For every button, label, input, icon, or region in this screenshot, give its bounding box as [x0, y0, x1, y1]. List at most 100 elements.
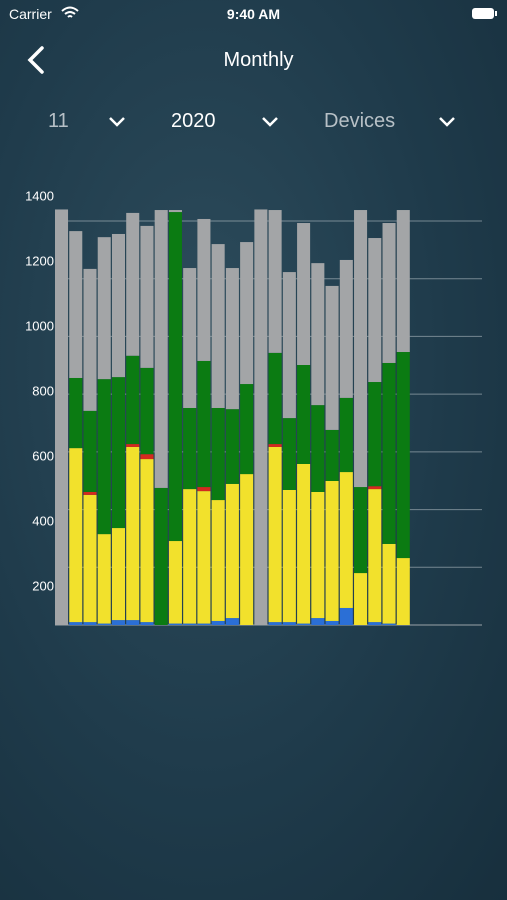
bar-segment: [126, 212, 140, 356]
bar-segment: [339, 472, 353, 608]
bar-segment: [183, 407, 197, 490]
bar-segment: [311, 405, 325, 492]
bar-segment: [197, 218, 211, 361]
y-tick-label: 200: [32, 578, 54, 593]
bar-segment: [268, 622, 282, 625]
bar-segment: [126, 444, 140, 447]
bar-segment: [282, 622, 296, 625]
bar-segment: [354, 487, 368, 574]
bar-segment: [354, 573, 368, 625]
back-button[interactable]: [0, 0, 60, 100]
bar-segment: [97, 237, 111, 380]
bar-segment: [126, 355, 140, 445]
bar-segment: [297, 623, 311, 625]
bar-segment: [111, 528, 125, 621]
bar-segment: [339, 607, 353, 625]
carrier: Carrier: [9, 6, 52, 22]
bar-segment: [154, 487, 168, 625]
page-title: Monthly: [223, 49, 294, 71]
bar-segment: [97, 623, 111, 625]
bar-segment: [339, 397, 353, 473]
bar-segment: [225, 409, 239, 484]
bar-segment: [268, 446, 282, 623]
y-tick-label: 800: [32, 383, 54, 398]
bar-segment: [211, 244, 225, 408]
bar-segment: [69, 448, 83, 623]
bar-segment: [368, 486, 382, 490]
bar-segment: [83, 491, 97, 495]
year-filter[interactable]: 2020: [171, 110, 216, 132]
bar-segment: [325, 620, 339, 625]
bar-segment: [240, 474, 254, 625]
bar-segment: [282, 489, 296, 623]
bar-segment: [140, 454, 154, 460]
month-filter[interactable]: 11: [48, 110, 69, 132]
type-filter[interactable]: Devices: [324, 110, 396, 132]
bar-segment: [140, 225, 154, 368]
bar-segment: [197, 491, 211, 624]
bar-segment: [111, 377, 125, 529]
bar-segment: [183, 268, 197, 408]
bar-segment: [311, 263, 325, 406]
bar-segment: [140, 367, 154, 455]
bar-segment: [83, 268, 97, 411]
bar-segment: [69, 231, 83, 378]
bar-segment: [168, 212, 182, 542]
bar-segment: [168, 210, 182, 213]
bar-segment: [111, 233, 125, 378]
bar-segment: [69, 622, 83, 625]
y-tick-label: 1000: [25, 318, 54, 333]
bar-segment: [83, 494, 97, 623]
bar-segment: [211, 407, 225, 501]
clock: 9:40 AM: [226, 6, 281, 22]
bar-segment: [83, 410, 97, 492]
bar-segment: [168, 541, 182, 624]
bar-segment: [396, 352, 410, 559]
bar-segment: [225, 483, 239, 619]
bar-segment: [197, 623, 211, 625]
bar-segment: [168, 623, 182, 625]
bar-segment: [126, 620, 140, 625]
bar-segment: [126, 446, 140, 621]
bar-segment: [97, 379, 111, 535]
bar-segment: [140, 459, 154, 623]
bar-segment: [297, 463, 311, 624]
bar-segment: [368, 622, 382, 625]
bar-segment: [282, 418, 296, 490]
bar-segment: [339, 259, 353, 398]
bar-segment: [211, 620, 225, 625]
bar-segment: [282, 272, 296, 419]
bar-segment: [325, 429, 339, 482]
bar-segment: [268, 352, 282, 445]
bar-segment: [268, 444, 282, 447]
y-tick-label: 600: [32, 448, 54, 463]
dropdown-chevrons: [109, 117, 455, 127]
bar-segment: [225, 618, 239, 625]
bar-segment: [268, 210, 282, 353]
bar-segment: [297, 364, 311, 464]
status-bar: Carrier 9:40 AM: [0, 0, 507, 28]
bar-segment: [240, 384, 254, 475]
bar-segment: [111, 620, 125, 625]
bar-segment: [368, 489, 382, 623]
bar-segment: [382, 543, 396, 624]
bar-segment: [183, 489, 197, 624]
bar-segment: [55, 209, 69, 625]
bar-segment: [211, 500, 225, 621]
bar-segment: [97, 534, 111, 624]
bar-segment: [183, 623, 197, 625]
bar-segment: [311, 491, 325, 619]
bar-segment: [225, 268, 239, 410]
bar-segment: [240, 242, 254, 385]
bar-segment: [396, 210, 410, 353]
bar-segment: [83, 622, 97, 625]
status-icons: [61, 6, 497, 19]
bar-segment: [368, 238, 382, 383]
bar-segment: [382, 223, 396, 363]
bar-segment: [140, 622, 154, 625]
bar-segment: [154, 210, 168, 488]
bar-segment: [197, 360, 211, 488]
bar-segment: [297, 223, 311, 365]
